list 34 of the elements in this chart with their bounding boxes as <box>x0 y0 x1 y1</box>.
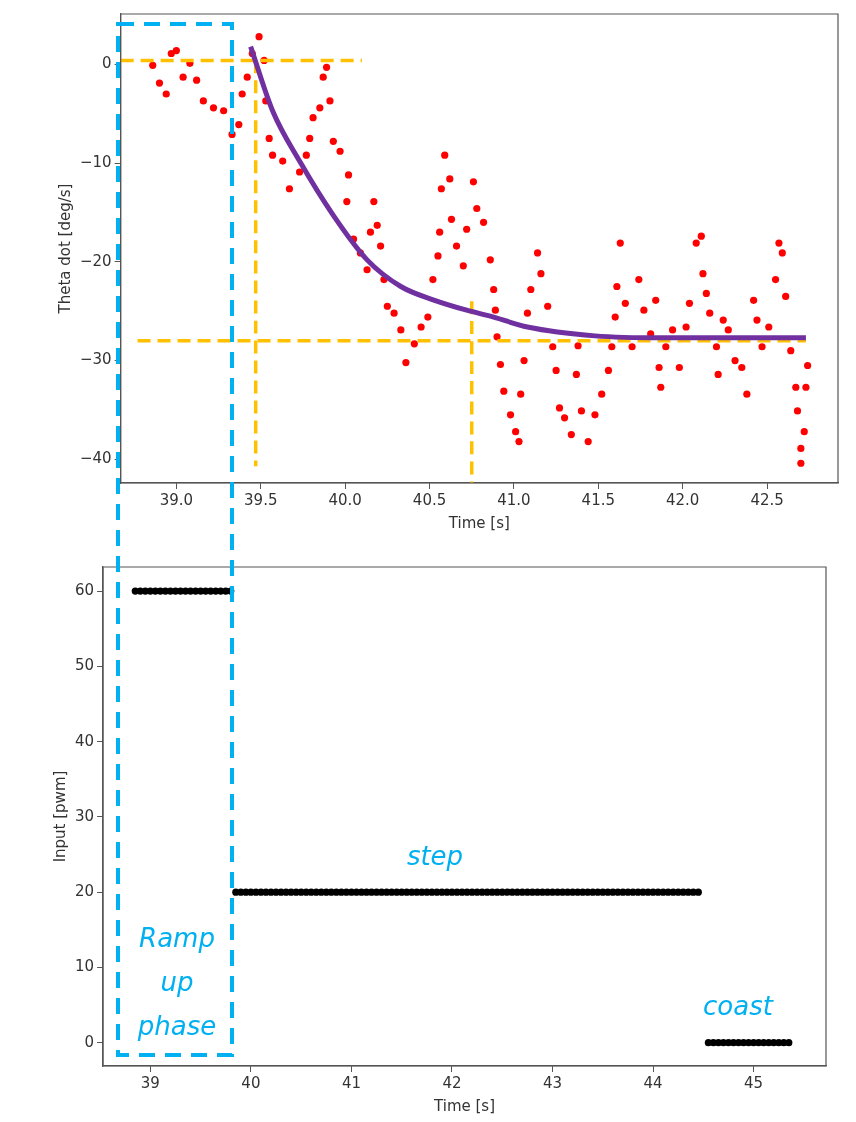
y-tick-label: 40 <box>74 731 95 750</box>
x-tick-label: 44 <box>643 1073 663 1092</box>
annotation: Ramp up phase <box>137 922 217 1043</box>
x-tick-label: 40.5 <box>412 490 447 509</box>
x-tick-label: 39 <box>140 1073 160 1092</box>
y-tick-label: 10 <box>74 957 95 976</box>
x-axis-title: Time [s] <box>447 513 510 532</box>
x-tick-label: 41 <box>341 1073 361 1092</box>
annotation: step <box>406 840 464 873</box>
x-tick-label: 42.0 <box>666 490 700 509</box>
x-tick-label: 42.5 <box>750 490 784 509</box>
x-tick-label: 42 <box>442 1073 462 1092</box>
y-tick-label: 60 <box>74 580 95 599</box>
y-tick-label: 30 <box>74 806 95 825</box>
x-tick-label: 39.5 <box>244 490 278 509</box>
y-tick-label: −30 <box>80 350 112 369</box>
y-tick-label: 50 <box>74 656 95 675</box>
y-tick-label: 20 <box>74 882 95 901</box>
x-tick-label: 40.0 <box>328 490 362 509</box>
annotation: coast <box>703 990 773 1023</box>
y-tick-label: −10 <box>80 152 112 171</box>
y-axis-title: Input [pwm] <box>50 770 69 863</box>
y-axis-title: Theta dot [deg/s] <box>55 183 74 315</box>
x-tick-label: 40 <box>241 1073 261 1092</box>
y-tick-label: 0 <box>84 1032 95 1051</box>
x-tick-label: 45 <box>744 1073 764 1092</box>
y-tick-label: −40 <box>80 449 112 468</box>
x-tick-label: 41.0 <box>497 490 531 509</box>
y-tick-label: −20 <box>80 251 112 270</box>
x-tick-label: 39.0 <box>159 490 194 509</box>
x-tick-label: 41.5 <box>581 490 616 509</box>
x-axis-title: Time [s] <box>433 1096 496 1115</box>
y-tick-label: 0 <box>102 54 112 73</box>
x-tick-label: 43 <box>542 1073 563 1092</box>
